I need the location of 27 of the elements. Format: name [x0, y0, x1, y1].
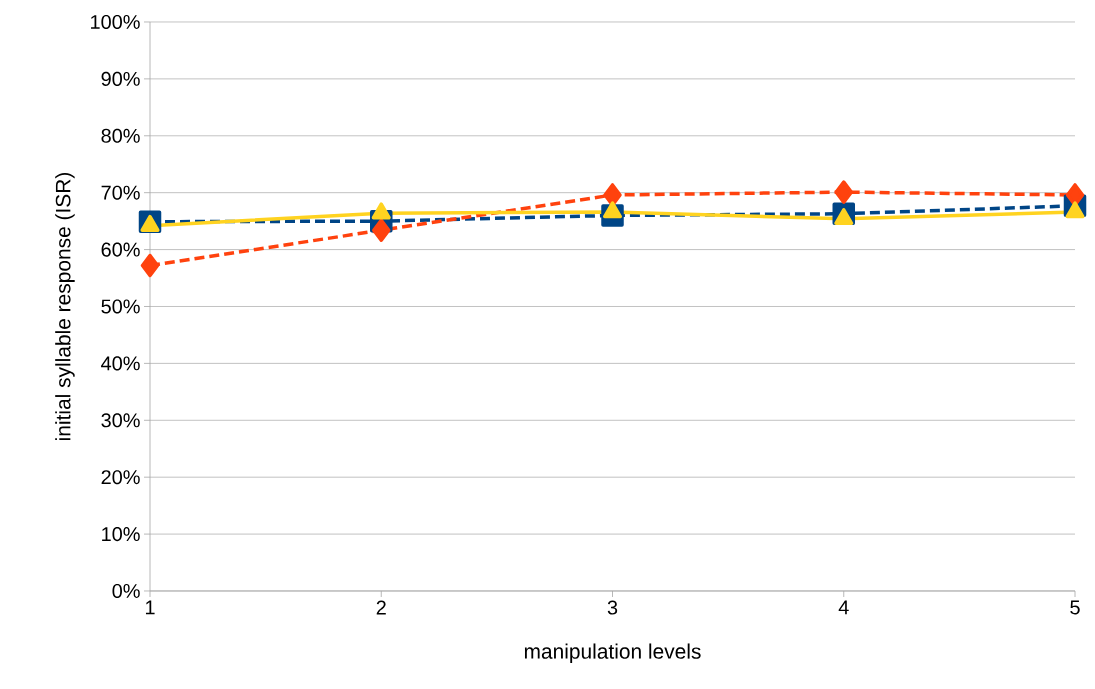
y-tick-label: 100%	[91, 14, 140, 30]
x-axis-title: manipulation levels	[524, 643, 701, 663]
x-tick-label: 3	[607, 600, 618, 615]
point	[372, 218, 391, 242]
x-tick-label: 1	[145, 600, 155, 615]
point	[1065, 183, 1085, 207]
x-tick-label: 4	[838, 600, 849, 615]
y-tick-label: 0%	[112, 583, 140, 599]
point	[603, 183, 622, 207]
point	[602, 201, 623, 219]
point	[834, 180, 854, 204]
y-tick-label: 30%	[101, 413, 140, 428]
point	[834, 208, 854, 226]
y-tick-label: 20%	[101, 470, 140, 485]
x-tick-label: 2	[376, 600, 386, 615]
y-tick-label: 60%	[101, 242, 140, 257]
y-tick-label: 10%	[102, 527, 140, 542]
y-axis-title: initial syllable response (ISR)	[55, 172, 75, 440]
x-tick-label: 5	[1070, 600, 1080, 615]
point	[1065, 201, 1085, 219]
point	[371, 202, 391, 220]
point	[140, 253, 160, 278]
y-tick-label: 40%	[101, 356, 140, 371]
y-tick-label: 50%	[101, 299, 140, 314]
y-tick-label: 70%	[101, 185, 140, 200]
y-tick-label: 80%	[101, 128, 140, 143]
y-tick-label: 90%	[101, 71, 140, 86]
